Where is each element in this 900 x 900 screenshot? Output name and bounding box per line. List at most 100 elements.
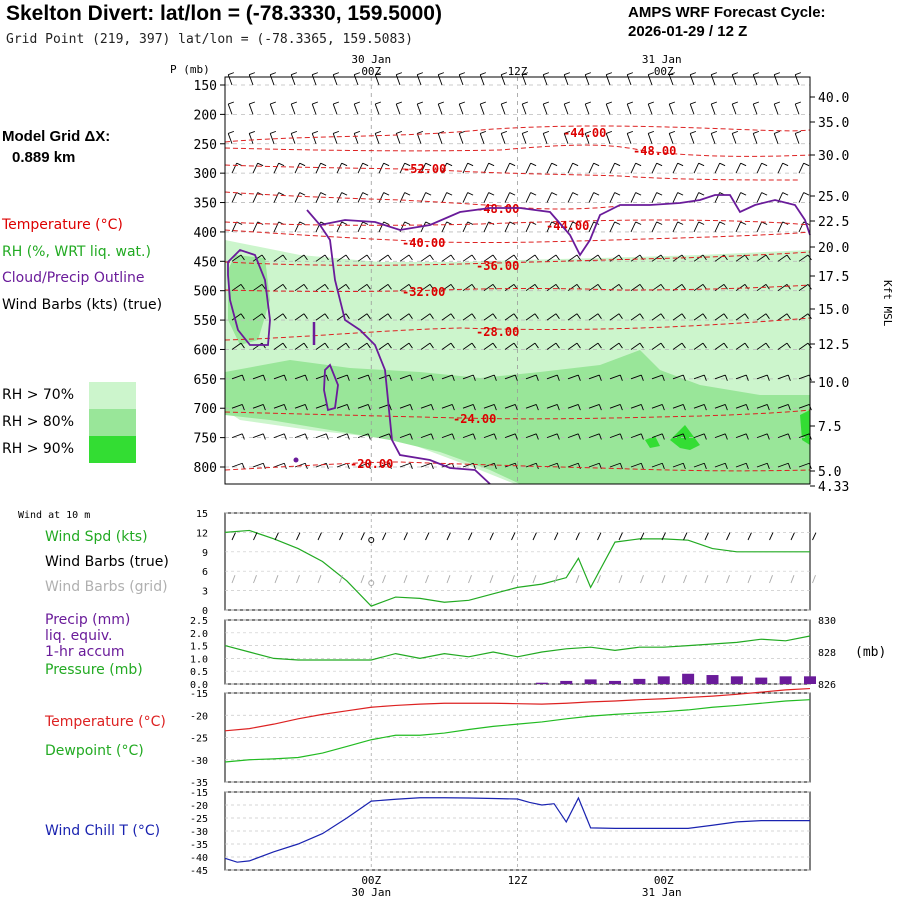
wind-barb-grid [726,575,730,584]
wind-barb-flag [325,433,329,440]
wind-barb [609,192,616,203]
wind-barb-flag [362,162,369,167]
wind-barb-flag [333,130,340,134]
legend-dewpoint: Dewpoint (°C) [45,743,144,759]
cloud-outline-main [306,209,491,485]
wind-barb-flag [283,433,287,440]
cross-section-frame [224,76,811,485]
wind-barb [525,342,536,350]
wind-barb [773,133,779,144]
wind-barb [651,342,662,350]
calm-wind-marker-grid [368,580,375,586]
wind-barb [252,404,264,409]
wind-barb-flag [618,313,623,319]
wind-barb-flag [278,162,285,167]
wind-barb [416,74,422,86]
wind-barb [252,254,263,262]
wind-barb [630,162,637,174]
wind-barb-flag [614,162,621,167]
wind-barb-flag [593,192,600,196]
wind-barb [462,284,473,292]
wind-barb [651,313,662,321]
wind-barb [588,284,599,292]
wind-barb-grid [597,575,601,584]
height-tick-label: 20.0 [818,241,849,256]
wind-barb-flag [723,284,728,290]
wind-barb [630,254,641,262]
wind-barb [605,74,611,86]
wind-barb [294,221,301,233]
wind-barb [731,74,737,86]
wind-barb-flag [312,130,319,134]
wind-barb-flag [740,221,747,225]
wind-barb [462,433,474,439]
wind-barb [630,374,642,380]
height-tick-label: 5.0 [818,465,841,480]
wind-barb [504,221,511,233]
wind-barb-flag [661,433,665,440]
y-tick-label: 9 [202,548,208,559]
wind-barb [672,462,684,468]
wind-barb [584,74,590,86]
wind-panel: 0 3 6 9 12 15 [196,509,817,617]
temperature-contour [224,461,811,472]
temperature-contour-label: -48.00 [633,144,676,158]
wind-barb-flag [303,313,308,319]
wind-barb-flag [324,342,329,349]
wind-barb [378,284,389,292]
wind-barb-flag [514,404,518,411]
wind-barb [273,462,285,468]
wind-barb-flag [299,162,306,167]
wind-barb-flag [493,404,497,411]
wind-barb-flag [446,221,453,225]
wind-barb-flag [682,404,686,411]
wind-barb [399,404,411,409]
wind-barb [374,103,380,115]
wind-barb-flag [765,284,770,290]
wind-barb [525,433,537,439]
wind-barb-flag [509,221,516,225]
y-tick-label: -40 [190,853,208,864]
wind-barb [227,133,233,144]
wind-barb-flag [320,162,327,167]
forecast-cycle-value: 2026-01-29 / 12 Z [628,23,748,40]
height-tick-label: 25.0 [818,190,849,205]
wind-barb-flag [501,101,508,105]
wind-barb-flag [555,342,560,349]
wind-barb [546,284,557,292]
wind-barb [567,404,579,409]
wind-barb [357,374,369,380]
wind-barb [668,103,674,115]
wind-barb [525,404,537,409]
wind-barb-flag [240,342,245,349]
wind-barb [714,284,725,292]
wind-barb-true [661,532,666,541]
wind-barb [500,133,506,144]
wind-barb [714,462,726,468]
wind-barb-flag [787,463,791,470]
wind-barb-flag [640,433,644,440]
wind-barb-flag [291,101,298,105]
top-time-tick: 00Z [361,65,381,78]
pressure-tick-label: 250 [194,138,217,153]
wind-barb-flag [408,342,413,349]
wind-barb-flag [492,284,497,290]
wind-barb [588,162,595,174]
legend-rh: RH (%, WRT liq. wat.) [2,244,151,260]
wind-barb [735,284,746,292]
wind-barb [378,462,390,468]
wind-barb-flag [514,433,518,440]
wind-barb-grid [382,575,386,584]
wind-barb-flag [677,221,684,225]
wind-barb [420,374,432,380]
wind-barb-flag [513,313,518,319]
wind-barb [584,103,590,115]
wind-barb [773,74,779,86]
wind-barb [231,342,242,350]
wind-barb [378,342,389,350]
wind-barb-flag [585,101,592,105]
wind-barb-flag [530,192,537,196]
wind-barb-flag [471,254,476,261]
wind-barb-flag [774,130,781,134]
